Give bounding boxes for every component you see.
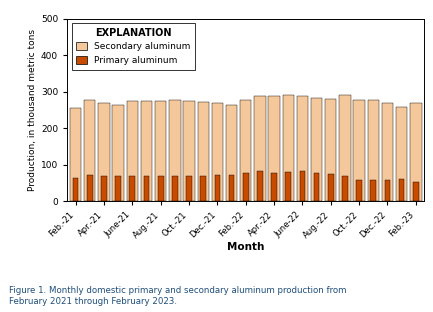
Bar — [311, 98, 322, 201]
Bar — [353, 100, 365, 201]
Bar — [356, 180, 362, 201]
Bar — [126, 101, 138, 201]
Bar — [73, 178, 78, 201]
Bar — [101, 176, 107, 201]
Bar — [382, 103, 393, 201]
Text: Figure 1. Monthly domestic primary and secondary aluminum production from
Februa: Figure 1. Monthly domestic primary and s… — [9, 286, 346, 306]
Bar — [297, 96, 308, 201]
Bar — [115, 176, 121, 201]
Bar — [300, 171, 305, 201]
Bar — [268, 96, 280, 201]
Bar — [200, 176, 206, 201]
Bar — [325, 99, 336, 201]
Legend: Secondary aluminum, Primary aluminum: Secondary aluminum, Primary aluminum — [71, 23, 195, 70]
Bar — [410, 103, 421, 201]
Bar — [98, 103, 110, 201]
Bar — [129, 176, 135, 201]
Bar — [240, 100, 252, 201]
Bar — [342, 176, 348, 201]
Bar — [254, 96, 265, 201]
Bar — [385, 180, 390, 201]
Bar — [144, 176, 149, 201]
Bar — [257, 171, 263, 201]
Bar — [158, 176, 164, 201]
Bar — [413, 182, 419, 201]
Bar — [113, 105, 124, 201]
Bar — [271, 173, 277, 201]
Bar — [84, 100, 95, 201]
Bar — [226, 105, 237, 201]
Bar — [87, 175, 93, 201]
Bar — [396, 107, 407, 201]
Bar — [214, 175, 220, 201]
Bar — [183, 101, 195, 201]
Bar — [197, 102, 209, 201]
Bar — [70, 108, 81, 201]
Bar — [229, 175, 234, 201]
Bar — [285, 172, 291, 201]
Bar — [328, 174, 333, 201]
Bar — [399, 179, 404, 201]
Bar — [172, 176, 178, 201]
Bar — [314, 173, 320, 201]
Bar — [368, 100, 379, 201]
Bar — [212, 103, 223, 201]
Bar — [371, 180, 376, 201]
Bar — [155, 101, 166, 201]
X-axis label: Month: Month — [227, 242, 265, 252]
Bar — [141, 101, 152, 201]
Bar — [339, 95, 351, 201]
Bar — [283, 95, 294, 201]
Y-axis label: Production, in thousand metric tons: Production, in thousand metric tons — [28, 29, 37, 191]
Bar — [169, 100, 181, 201]
Bar — [186, 176, 192, 201]
Bar — [243, 173, 249, 201]
